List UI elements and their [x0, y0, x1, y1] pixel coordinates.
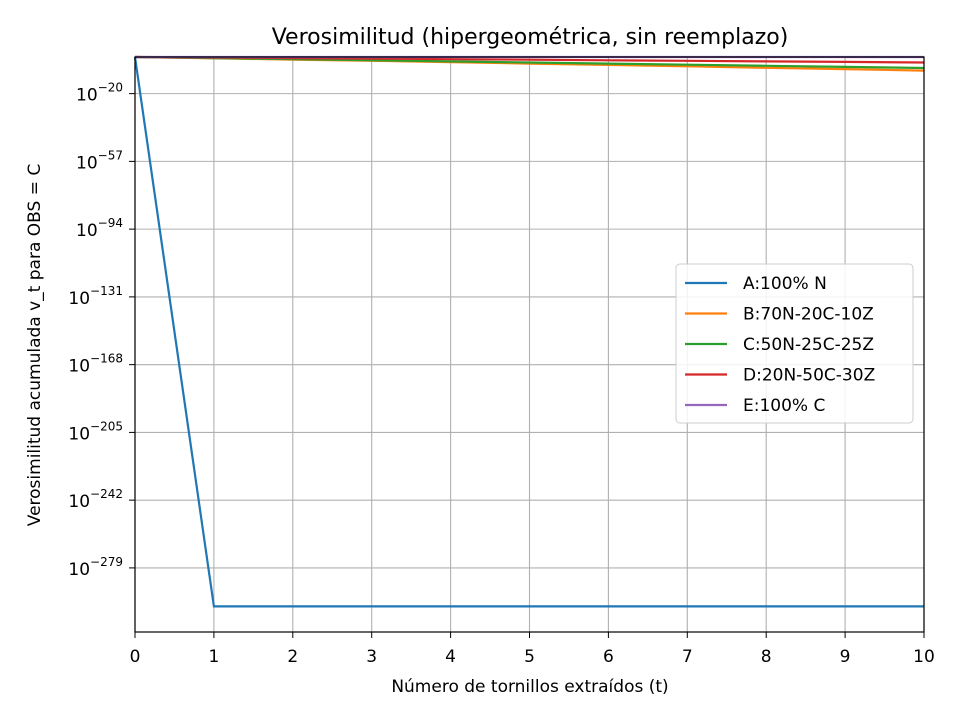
x-tick-label: 3 [366, 647, 377, 667]
legend-entry: B:70N-20C-10Z [743, 305, 874, 325]
series-line-a [133, 56, 924, 608]
x-tick-label: 7 [682, 647, 693, 667]
legend-box [675, 263, 914, 424]
legend-entry: E:100% C [743, 396, 825, 416]
y-axis-ticks: 10−20 10−57 10−94 10−131 10−168 10−205 10−242 1… [68, 81, 135, 580]
y-tick-label: 10−168 [68, 352, 123, 377]
x-tick-label: 2 [287, 647, 298, 667]
legend-entry: A:100% N [743, 274, 827, 294]
x-tick-label: 10 [913, 647, 935, 667]
y-axis-label: Verosimilitud acumulada v_t para OBS = C [25, 164, 45, 526]
y-tick-label: 10−20 [76, 81, 123, 106]
chart-title: Verosimilitud (hipergeométrica, sin reem… [272, 25, 789, 50]
legend-entry: C:50N-25C-25Z [743, 335, 874, 355]
y-tick-label: 10−279 [68, 555, 123, 580]
legend: A:100% N B:70N-20C-10Z C:50N-25C-25Z D:20N-… [675, 263, 914, 424]
y-tick-label: 10−242 [68, 487, 123, 512]
x-tick-label: 0 [130, 647, 141, 667]
x-tick-label: 8 [761, 647, 772, 667]
x-tick-label: 4 [445, 647, 456, 667]
x-tick-label: 6 [603, 647, 614, 667]
y-tick-label: 10−205 [68, 419, 123, 444]
y-tick-label: 10−131 [68, 284, 123, 309]
x-tick-label: 9 [840, 647, 851, 667]
x-tick-label: 1 [208, 647, 219, 667]
x-axis-label: Número de tornillos extraídos (t) [391, 677, 668, 697]
y-tick-label: 10−57 [76, 148, 123, 173]
legend-entry: D:20N-50C-30Z [743, 366, 875, 386]
x-tick-label: 5 [524, 647, 535, 667]
y-tick-label: 10−94 [76, 216, 123, 241]
x-axis-ticks: 0 1 2 3 4 5 6 7 8 9 10 [130, 632, 935, 667]
